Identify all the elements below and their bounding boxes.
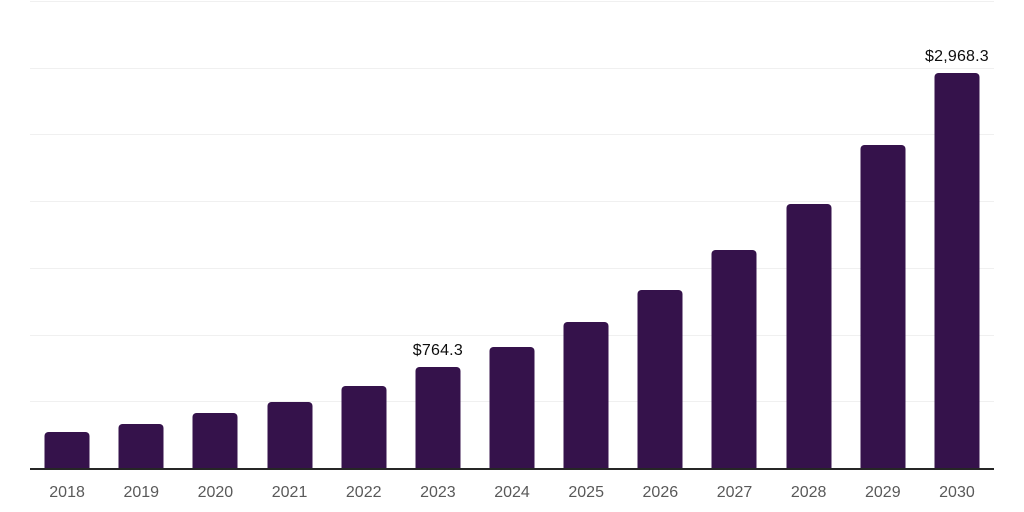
bar-slot-2028 [772,1,846,469]
bar-2029[interactable] [860,144,906,469]
bar-slot-2026 [623,1,697,469]
bar-slot-2024 [475,1,549,469]
bar-2020[interactable] [192,413,238,469]
bar-slot-2019 [104,1,178,469]
x-tick-2030: 2030 [939,484,975,501]
x-tick-2025: 2025 [568,484,604,501]
x-tick-2021: 2021 [271,484,308,501]
bar-2019[interactable] [118,423,164,469]
bar-2023[interactable] [415,367,461,469]
bar-2022[interactable] [341,386,387,469]
bar-slot-2021 [252,1,326,469]
bar-2028[interactable] [786,203,832,469]
bar-2030[interactable] [934,72,980,469]
bar-2021[interactable] [267,401,313,469]
x-tick-2022: 2022 [345,484,382,501]
bar-value-label-2030: $2,968.3 [925,47,989,65]
bar-slot-2025 [549,1,623,469]
bar-slot-2023: $764.3 [401,1,475,469]
bar-2027[interactable] [711,250,757,469]
x-tick-2024: 2024 [494,484,530,501]
x-tick-2027: 2027 [716,484,753,501]
bar-2018[interactable] [44,431,90,469]
gridline-1000 [30,334,994,336]
gridline-1500 [30,267,994,269]
x-axis-tick-labels: 2018 2019 2020 2021 2022 2023 2024 2025 2026 2027… [30,483,994,503]
x-tick-2020: 2020 [197,484,234,501]
x-tick-2029: 2029 [865,484,901,501]
x-tick-2023: 2023 [420,484,456,501]
x-axis-line [30,468,994,470]
gridline-3000 [30,67,994,69]
bar-slot-2027 [697,1,771,469]
x-tick-2028: 2028 [790,484,827,501]
x-tick-2019: 2019 [123,484,160,501]
x-tick-2026: 2026 [642,484,679,501]
gridline-3500 [30,1,994,2]
bar-2024[interactable] [489,346,535,469]
bar-2026[interactable] [637,290,683,469]
x-tick-2018: 2018 [49,484,85,501]
bars-row: $764.3 $2,968.3 [30,1,994,469]
bar-slot-2022 [327,1,401,469]
plot-area: $764.3 $2,968.3 [30,1,994,470]
gridline-2500 [30,134,994,136]
bar-2025[interactable] [563,321,609,469]
bar-value-label-2023: $764.3 [412,342,463,360]
bar-slot-2030: $2,968.3 [920,1,994,469]
bar-slot-2029 [846,1,920,469]
bar-slot-2018 [30,1,104,469]
bar-slot-2020 [178,1,252,469]
gridline-2000 [30,201,994,203]
